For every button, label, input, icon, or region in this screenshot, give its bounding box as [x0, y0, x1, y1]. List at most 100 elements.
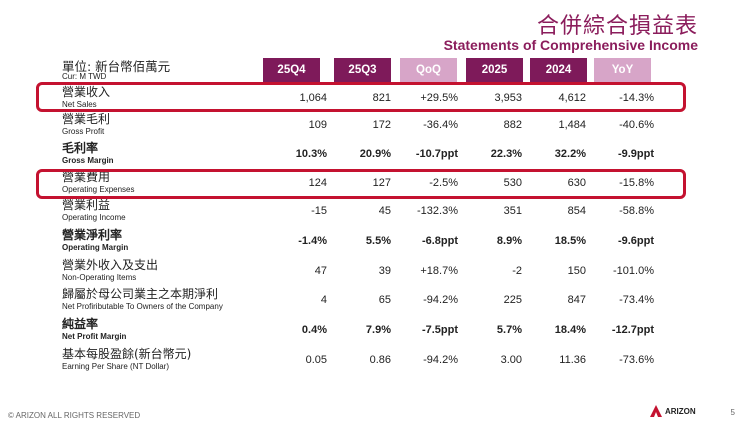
cell-2025: 5.7%: [496, 324, 522, 336]
cell-25q3: 20.9%: [359, 148, 391, 160]
table-row-operating-income: 營業利益 Operating Income -15 45 -132.3% 351 854 -5…: [0, 198, 740, 227]
row-label-en: Earning Per Share (NT Dollar): [62, 362, 170, 371]
cell-yoy: -9.9ppt: [617, 148, 654, 160]
cell-2025: 3,953: [494, 92, 522, 104]
cell-qoq: -94.2%: [423, 294, 458, 306]
cell-25q4: 1,064: [299, 92, 327, 104]
cell-qoq: -7.5ppt: [421, 324, 458, 336]
cell-yoy: -14.3%: [619, 92, 654, 104]
cell-2024: 18.5%: [554, 235, 586, 247]
cell-25q4: 47: [314, 265, 327, 277]
row-label-zh: 純益率: [62, 317, 99, 331]
table-row-operating-margin: 營業淨利率 Operating Margin -1.4% 5.5% -6.8ppt 8.9…: [0, 228, 740, 257]
column-header-25q3: 25Q3: [334, 58, 391, 82]
cell-yoy: -9.6ppt: [617, 235, 654, 247]
row-label-zh: 營業利益: [62, 198, 111, 212]
cell-yoy: -101.0%: [613, 265, 654, 277]
table-row-gross-profit: 營業毛利 Gross Profit 109 172 -36.4% 882 1,484 -40.…: [0, 112, 740, 141]
unit-label-en: Cur: M TWD: [62, 72, 107, 81]
arizon-logo-icon: [650, 405, 662, 417]
cell-25q3: 172: [372, 119, 391, 131]
cell-2025: 351: [503, 205, 522, 217]
logo-text: ARIZON: [665, 406, 696, 416]
cell-2025: 22.3%: [490, 148, 522, 160]
table-row-gross-margin: 毛利率 Gross Margin 10.3% 20.9% -10.7ppt 22.3% 32…: [0, 141, 740, 170]
page-number: 5: [730, 408, 735, 417]
table-row-earnings-per-share: 基本每股盈餘(新台幣元) Earning Per Share (NT Dollar…: [0, 347, 740, 376]
operating-expenses-highlight-box: [36, 169, 686, 199]
row-label-en: Net Profiributable To Owners of the Comp…: [62, 302, 223, 311]
column-header-yoy: YoY: [594, 58, 651, 82]
cell-2024: 150: [567, 265, 586, 277]
cell-25q4: 4: [320, 294, 327, 306]
row-label-en: Net Sales: [62, 100, 97, 109]
cell-yoy: -73.6%: [619, 354, 654, 366]
table-row-non-operating-items: 營業外收入及支出 Non-Operating Items 47 39 +18.7% -2 1…: [0, 258, 740, 287]
cell-qoq: -36.4%: [423, 119, 458, 131]
cell-2024: 854: [567, 205, 586, 217]
cell-2024: 32.2%: [554, 148, 586, 160]
cell-qoq: -94.2%: [423, 354, 458, 366]
cell-25q3: 39: [378, 265, 391, 277]
row-label-zh: 營業淨利率: [62, 228, 123, 242]
cell-25q3: 65: [378, 294, 391, 306]
column-header-25q4: 25Q4: [263, 58, 320, 82]
row-label-zh: 營業費用: [62, 170, 111, 184]
cell-25q4: 109: [308, 119, 327, 131]
company-logo: ARIZON: [650, 405, 696, 417]
cell-25q3: 0.86: [369, 354, 391, 366]
table-row-net-profit-margin: 純益率 Net Profit Margin 0.4% 7.9% -7.5ppt 5.7% 1…: [0, 317, 740, 346]
page-title-zh: 合併綜合損益表: [536, 14, 698, 39]
row-label-en: Non-Operating Items: [62, 273, 137, 282]
cell-2024: 847: [567, 294, 586, 306]
cell-qoq: -10.7ppt: [415, 148, 458, 160]
copyright-footer: © ARIZON ALL RIGHTS RESERVED: [8, 411, 141, 420]
cell-25q3: 821: [372, 92, 391, 104]
unit-label-zh: 單位: 新台幣佰萬元: [62, 59, 171, 74]
cell-yoy: -15.8%: [619, 177, 654, 189]
cell-2024: 11.36: [559, 354, 586, 366]
cell-25q4: -15: [311, 205, 327, 217]
column-header-2025: 2025: [466, 58, 523, 82]
row-label-zh: 毛利率: [62, 141, 99, 155]
cell-2025: 225: [503, 294, 522, 306]
row-label-en: Operating Income: [62, 213, 126, 222]
row-label-zh: 歸屬於母公司業主之本期淨利: [62, 287, 219, 301]
cell-25q4: 10.3%: [295, 148, 327, 160]
cell-2024: 630: [567, 177, 586, 189]
table-row-net-sales: 營業收入 Net Sales 1,064 821 +29.5% 3,953 4,612 -14…: [0, 85, 740, 114]
cell-2024: 4,612: [558, 92, 586, 104]
page-title-en: Statements of Comprehensive Income: [443, 37, 698, 53]
cell-yoy: -12.7ppt: [611, 324, 654, 336]
cell-25q4: 0.05: [305, 354, 327, 366]
column-header-2024: 2024: [530, 58, 587, 82]
cell-2025: 882: [503, 119, 522, 131]
cell-25q4: 0.4%: [301, 324, 327, 336]
row-label-en: Net Profit Margin: [62, 332, 127, 341]
cell-25q3: 127: [372, 177, 391, 189]
cell-25q4: -1.4%: [298, 235, 327, 247]
cell-qoq: +29.5%: [420, 92, 458, 104]
table-row-operating-expenses: 營業費用 Operating Expenses 124 127 -2.5% 530 630 -…: [0, 170, 740, 199]
cell-yoy: -58.8%: [619, 205, 654, 217]
cell-qoq: +18.7%: [420, 265, 458, 277]
cell-yoy: -73.4%: [619, 294, 654, 306]
cell-2025: 8.9%: [496, 235, 522, 247]
row-label-en: Gross Margin: [62, 156, 114, 165]
cell-2024: 1,484: [558, 119, 586, 131]
row-label-en: Operating Expenses: [62, 185, 135, 194]
cell-qoq: -2.5%: [429, 177, 458, 189]
cell-25q3: 7.9%: [365, 324, 391, 336]
row-label-zh: 營業收入: [62, 85, 111, 99]
row-label-zh: 營業外收入及支出: [62, 258, 159, 272]
row-label-zh: 基本每股盈餘(新台幣元): [62, 347, 192, 361]
table-row-net-profit-attributable: 歸屬於母公司業主之本期淨利 Net Profiributable To Owner…: [0, 287, 740, 316]
column-header-qoq: QoQ: [400, 58, 457, 82]
net-sales-highlight-box: [36, 82, 686, 112]
cell-25q4: 124: [308, 177, 327, 189]
cell-yoy: -40.6%: [619, 119, 654, 131]
cell-2025: 530: [503, 177, 522, 189]
cell-2025: -2: [512, 265, 522, 277]
row-label-zh: 營業毛利: [62, 112, 111, 126]
cell-qoq: -6.8ppt: [421, 235, 458, 247]
